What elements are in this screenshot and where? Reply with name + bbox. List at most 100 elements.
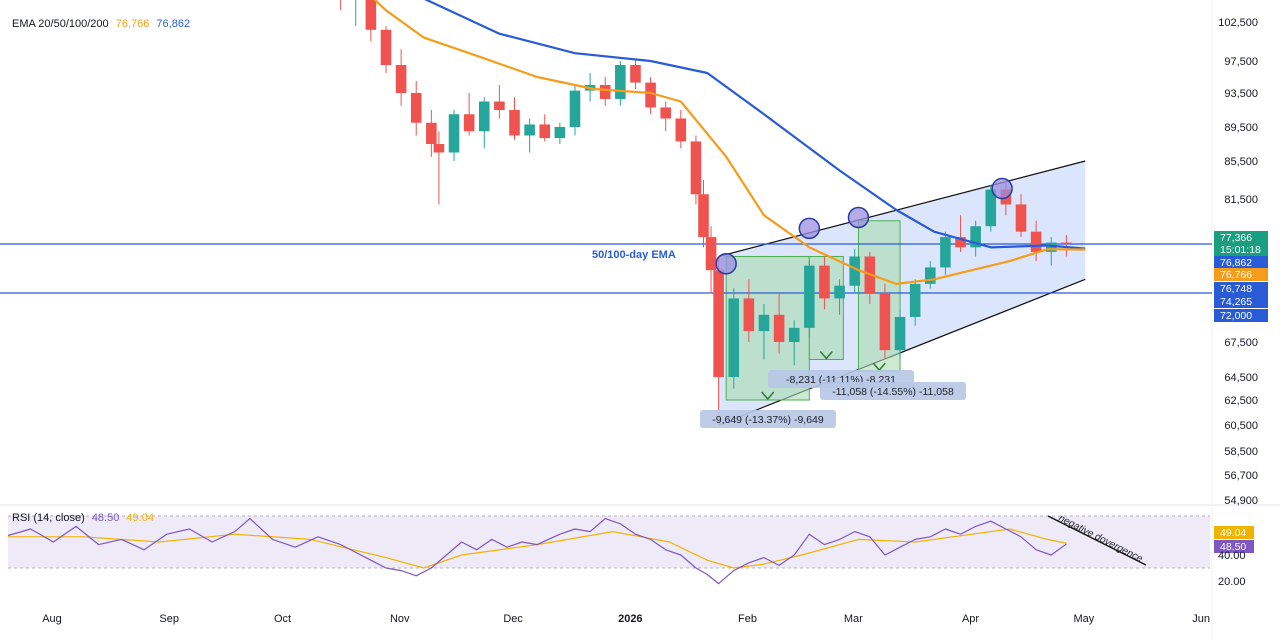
ema-legend-label: EMA 20/50/100/200 <box>12 18 109 30</box>
pivot-circle-3 <box>991 177 1013 200</box>
price-tag-6: 72,000 <box>1220 310 1252 322</box>
candle-body-48 <box>894 316 906 351</box>
rsi-band <box>8 516 1210 568</box>
price-tick-8: 62,500 <box>1224 395 1258 407</box>
candle-body-50 <box>924 267 936 284</box>
rsi-tag-0: 49.04 <box>1220 527 1246 539</box>
candle-body-12 <box>380 29 392 65</box>
price-tag-bg-6 <box>1214 309 1268 322</box>
candle-body-14 <box>410 93 422 123</box>
measure-arrow-1 <box>819 351 833 360</box>
x-tick-1: Sep <box>159 613 179 625</box>
candle-body-47 <box>879 293 891 351</box>
candle-body-39 <box>758 314 770 332</box>
x-tick-10: Jun <box>1192 613 1210 625</box>
candle-body-31 <box>660 107 671 119</box>
candle-body-41 <box>788 327 800 342</box>
candle-body-51 <box>940 237 951 268</box>
price-tick-9: 60,500 <box>1224 420 1258 432</box>
ema-legend-value-1: 76,766 <box>115 18 150 30</box>
candle-body-16 <box>433 144 445 153</box>
rsi-legend: RSI (14, close) 48.50 49.04 <box>12 512 154 524</box>
ema-legend-value-2: 76,862 <box>156 18 191 30</box>
price-tag-bg-4 <box>1214 282 1268 295</box>
price-tag-4: 76,748 <box>1220 283 1252 295</box>
candle-body-37 <box>728 298 740 377</box>
candle-body-17 <box>448 114 460 153</box>
candle-body-40 <box>773 314 785 342</box>
price-tick-1: 97,500 <box>1224 56 1258 68</box>
price-tick-11: 56,700 <box>1224 470 1258 482</box>
candle-body-33 <box>690 141 702 195</box>
candle-body-45 <box>849 256 860 286</box>
candle-body-36 <box>713 270 724 377</box>
price-tag-1: 15:01:18 <box>1220 244 1261 256</box>
candle-body-15 <box>426 122 437 144</box>
price-tag-bg-0 <box>1214 231 1268 244</box>
ema-note: 50/100-day EMA <box>592 249 676 261</box>
measure-arrow-0 <box>761 391 775 401</box>
channel-upper-line <box>718 160 1086 258</box>
price-tick-3: 89,500 <box>1224 122 1258 134</box>
pivot-circle-2 <box>847 206 870 229</box>
candle-body-43 <box>819 265 830 299</box>
candle-body-49 <box>909 283 921 317</box>
candle-body-20 <box>494 101 505 110</box>
price-tick-7: 64,500 <box>1224 372 1258 384</box>
x-tick-8: Apr <box>962 613 979 625</box>
price-tag-bg-1 <box>1214 243 1268 256</box>
price-tag-bg-2 <box>1214 256 1268 269</box>
candle-body-11 <box>365 0 377 30</box>
price-tag-bg-3 <box>1214 268 1268 281</box>
candle-body-22 <box>524 124 535 136</box>
candle-body-23 <box>539 124 551 139</box>
candle-body-28 <box>615 65 626 99</box>
price-tick-5: 81,500 <box>1224 194 1258 206</box>
candle-body-54 <box>985 189 997 227</box>
rsi-tick-2: 40.00 <box>1218 550 1246 562</box>
price-tick-4: 85,500 <box>1224 156 1258 168</box>
candle-body-13 <box>395 65 407 93</box>
candle-body-38 <box>743 298 755 332</box>
candle-body-24 <box>554 127 566 139</box>
rsi-tag-1: 48.50 <box>1220 541 1246 553</box>
rsi-tick-3: 20.00 <box>1218 576 1246 588</box>
measure-box-2 <box>857 220 901 372</box>
candle-body-57 <box>1030 231 1042 252</box>
rsi-tag-bg-0 <box>1214 526 1254 539</box>
measure-label-2: -9,649 (-13.37%) -9,649 <box>712 414 824 426</box>
candle-body-30 <box>645 82 656 108</box>
price-tick-2: 93,500 <box>1224 88 1258 100</box>
x-tick-3: Nov <box>390 613 410 625</box>
channel-lower-line <box>718 278 1086 426</box>
ema-legend: EMA 20/50/100/200 76,766 76,862 <box>12 18 190 30</box>
ema100-line <box>424 0 1086 250</box>
price-tag-bg-5 <box>1214 295 1268 308</box>
candle-body-19 <box>478 101 490 132</box>
rsi-ma-line <box>8 528 1067 569</box>
candle-body-58 <box>1045 242 1057 252</box>
pivot-circle-1 <box>798 217 821 240</box>
x-tick-4: Dec <box>503 613 523 625</box>
candle-body-35 <box>705 237 717 271</box>
divergence-line <box>1047 515 1147 566</box>
price-tag-5: 74,265 <box>1220 296 1252 308</box>
x-tick-9: May <box>1074 613 1095 625</box>
price-tick-12: 54,900 <box>1224 495 1258 507</box>
candle-body-29 <box>630 65 641 83</box>
candle-body-56 <box>1015 204 1027 232</box>
ema50-line <box>373 0 1086 285</box>
rsi-legend-label: RSI (14, close) <box>12 512 85 524</box>
x-tick-0: Aug <box>42 613 62 625</box>
candle-body-59 <box>1061 242 1072 244</box>
measure-label-bg-1 <box>820 382 966 400</box>
pivot-circle-0 <box>715 253 737 275</box>
candle-body-34 <box>698 194 709 238</box>
x-tick-5: 2026 <box>618 613 642 625</box>
rsi-legend-value-2: 49.04 <box>126 512 154 524</box>
rsi-line <box>7 517 1067 585</box>
x-tick-2: Oct <box>274 613 291 625</box>
price-tag-0: 77,366 <box>1220 232 1252 244</box>
candle-body-52 <box>955 237 966 248</box>
